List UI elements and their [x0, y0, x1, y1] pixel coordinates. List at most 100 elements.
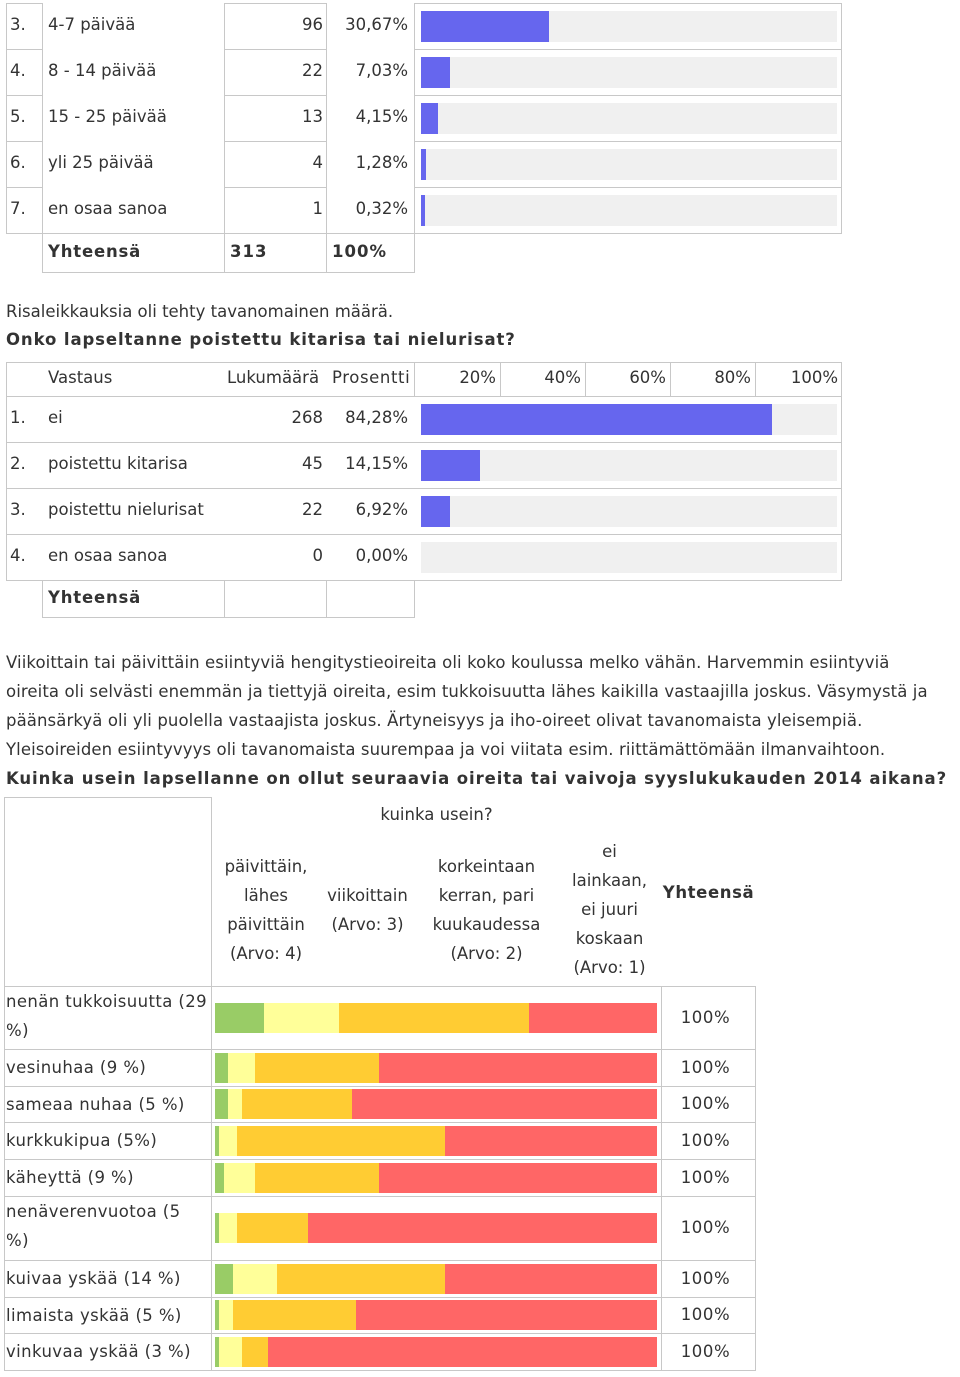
answer-count: 22	[302, 500, 323, 519]
total-count-cell	[224, 580, 327, 618]
stacked-bar-segment	[215, 1126, 220, 1156]
row-total-cell	[661, 1122, 756, 1160]
summary-line: päänsärkyä oli yli puolella vastaajista …	[6, 711, 863, 730]
scale-divider	[414, 362, 501, 397]
summary-line: Yleisoireiden esiintyvyys oli tavanomais…	[6, 740, 886, 759]
answer-percent: 14,15%	[345, 454, 408, 473]
question-title-tonsils: Onko lapseltanne poistettu kitarisa tai …	[6, 330, 516, 349]
symptom-label-line: sameaa nuhaa (5 %)	[6, 1095, 185, 1114]
stacked-bar-segment	[268, 1337, 657, 1367]
answer-percent: 7,03%	[355, 61, 408, 80]
percent-bar-track	[421, 496, 837, 527]
percent-bar-fill	[421, 11, 549, 42]
total-label: Yhteensä	[48, 588, 142, 607]
row-total: 100%	[680, 1218, 731, 1237]
percent-bar-fill	[421, 450, 480, 481]
row-label-cell	[4, 986, 212, 1050]
column-header-line: korkeintaan	[437, 856, 536, 876]
percent-bar-fill	[421, 103, 439, 134]
row-total: 100%	[680, 1269, 731, 1288]
column-header-answer: Vastaus	[48, 368, 113, 387]
answer-label: en osaa sanoa	[48, 199, 168, 218]
column-header-line: (Arvo: 2)	[450, 943, 523, 963]
percent-bar-fill	[421, 57, 451, 88]
row-total: 100%	[680, 1094, 731, 1113]
percent-bar-track	[421, 103, 837, 134]
column-header-line: lainkaan,	[572, 871, 647, 890]
row-total: 100%	[680, 1058, 731, 1077]
stacked-bar-segment	[223, 1163, 255, 1193]
summary-text-tonsils: Risaleikkauksia oli tehty tavanomainen m…	[6, 302, 394, 321]
stacked-bar	[215, 1053, 657, 1083]
answer-percent: 6,92%	[355, 500, 408, 519]
row-number: 3.	[10, 15, 26, 34]
answer-percent: 4,15%	[355, 107, 408, 126]
scale-label: 60%	[629, 368, 666, 387]
column-header: viikoittain (Arvo: 3)	[320, 832, 416, 987]
column-header-line: ei juuri	[581, 900, 638, 919]
stacked-bar-segment	[276, 1264, 445, 1294]
stacked-bar-segment	[352, 1089, 657, 1119]
scale-divider	[500, 362, 586, 397]
percent-bar-track	[421, 149, 837, 180]
column-header-line: ei	[602, 842, 617, 861]
symptom-label-line: vesinuhaa (9 %)	[6, 1058, 147, 1077]
stacked-bar-segment	[254, 1053, 379, 1083]
row-divider	[42, 95, 225, 142]
stacked-bar-segment	[215, 1163, 224, 1193]
answer-percent: 0,32%	[355, 199, 408, 218]
stacked-bar	[215, 1300, 657, 1330]
stacked-bar	[215, 1337, 657, 1367]
stacked-bar-segment	[215, 1300, 220, 1330]
stacked-bar-segment	[528, 1003, 657, 1033]
row-total-cell	[661, 986, 756, 1050]
stacked-bar-segment	[232, 1264, 277, 1294]
answer-percent: 30,67%	[345, 15, 408, 34]
total-percent-cell	[326, 580, 415, 618]
answer-label: poistettu nielurisat	[48, 500, 204, 519]
column-header-line: viikoittain	[327, 885, 408, 905]
row-total: 100%	[680, 1168, 731, 1187]
symptom-label-line: vinkuvaa yskää (3 %)	[6, 1342, 191, 1361]
row-total: 100%	[680, 1342, 731, 1361]
answer-percent: 84,28%	[345, 408, 408, 427]
percent-bar-track	[421, 57, 837, 88]
row-number: 4.	[10, 61, 26, 80]
row-total: 100%	[680, 1305, 731, 1324]
answer-count: 0	[312, 546, 324, 565]
percent-bar-fill	[421, 496, 450, 527]
answer-count: 1	[312, 199, 324, 218]
total-header-label: Yhteensä	[662, 882, 755, 902]
stacked-bar-segment	[338, 1003, 529, 1033]
row-label-cell	[4, 1086, 212, 1123]
percent-bar-track	[421, 542, 837, 573]
total-percent: 100%	[332, 242, 387, 261]
row-number: 7.	[10, 199, 26, 218]
percent-bar-track	[421, 404, 837, 435]
table-header-row	[6, 362, 842, 397]
column-header-line: kuukaudessa	[432, 914, 541, 934]
total-count: 313	[230, 242, 268, 261]
scale-label: 40%	[544, 368, 581, 387]
total-percent-cell	[326, 233, 415, 273]
column-header: korkeintaan kerran, pari kuukaudessa (Arvo:…	[415, 832, 559, 987]
column-header-line: päivittäin	[227, 914, 305, 934]
answer-label: poistettu kitarisa	[48, 454, 188, 473]
stacked-bar	[215, 1163, 657, 1193]
answer-label: yli 25 päivää	[48, 153, 154, 172]
scale-divider	[755, 362, 843, 397]
stacked-bar-segment	[215, 1003, 264, 1033]
column-header-line: kerran, pari	[438, 885, 535, 905]
symptom-label: vinkuvaa yskää (3 %)	[6, 1337, 209, 1366]
symptom-label: nenän tukkoisuutta (29%)	[6, 987, 209, 1045]
scale-divider	[670, 362, 756, 397]
answer-count: 4	[312, 153, 324, 172]
symptom-label: kuivaa yskää (14 %)	[6, 1264, 209, 1293]
answer-label: ei	[48, 408, 63, 427]
symptom-label-line: kurkkukipua (5%)	[6, 1131, 158, 1150]
stacked-bar-segment	[215, 1053, 229, 1083]
symptom-label-line: limaista yskää (5 %)	[6, 1306, 182, 1325]
stacked-bar-segment	[241, 1337, 269, 1367]
answer-label: 4-7 päivää	[48, 15, 136, 34]
symptom-label: käheyttä (9 %)	[6, 1163, 209, 1192]
